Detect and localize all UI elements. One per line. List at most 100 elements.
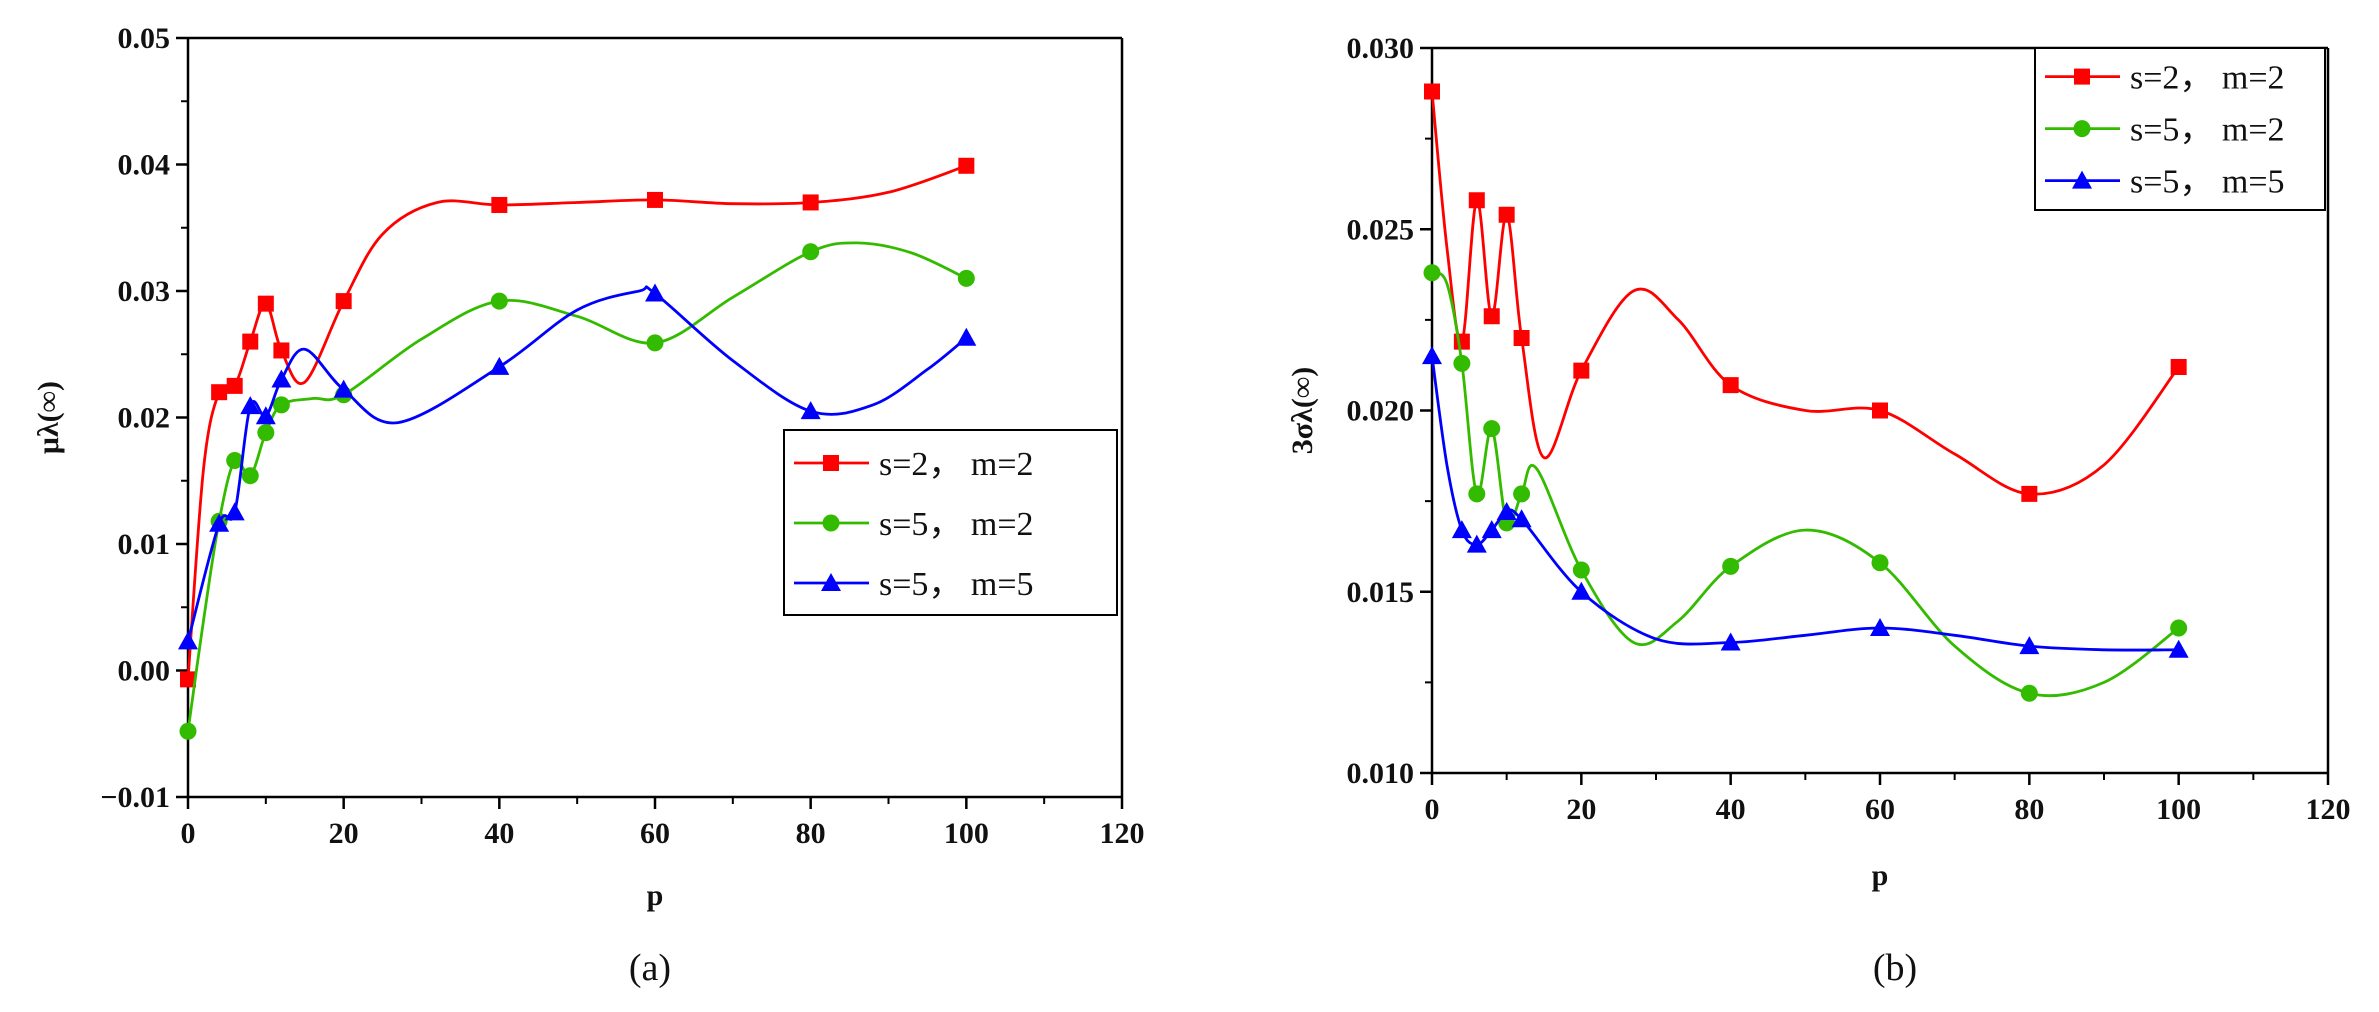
y-tick-label: 0.025: [1347, 213, 1415, 246]
data-point: [2170, 619, 2188, 637]
legend: s=2， m=2 s=5， m=2 s=5， m=5: [2034, 47, 2326, 211]
data-point: [1483, 420, 1501, 438]
y-tick-label: 0.00: [118, 655, 171, 688]
data-point: [1453, 333, 1470, 350]
data-point: [491, 196, 508, 213]
data-point: [335, 293, 352, 310]
data-point: [179, 722, 197, 740]
data-point: [1453, 354, 1471, 372]
y-tick-label: 0.03: [118, 275, 171, 308]
chart-panel-b: 0 20 40 60 80 100 120 0.010 0.015 0.020 0.025 0.030…: [1286, 32, 2351, 989]
y-tick-label: 0.02: [118, 402, 171, 435]
data-point: [257, 295, 274, 312]
y-tick-label: 0.04: [118, 149, 171, 182]
x-tick-label: 0: [1425, 793, 1440, 826]
data-point: [1720, 632, 1741, 651]
series-square: [1424, 83, 2187, 502]
legend-label: s=5， m=5: [879, 566, 1034, 603]
legend-label: s=5， m=2: [2130, 112, 2285, 149]
data-point: [273, 342, 290, 359]
data-point: [211, 384, 228, 401]
y-tick-label: 0.010: [1347, 757, 1415, 790]
data-point: [957, 269, 975, 287]
series-line: [1430, 355, 2179, 652]
y-tick-label: 0.015: [1347, 576, 1415, 609]
panel-label: (a): [629, 947, 671, 989]
data-point: [1468, 485, 1486, 503]
x-tick-label: 80: [2014, 793, 2044, 826]
data-point: [178, 631, 198, 650]
legend-marker: [2073, 120, 2091, 138]
x-tick-label: 100: [2156, 793, 2201, 826]
x-tick-label: 100: [944, 817, 989, 850]
y-tick-label: 0.05: [118, 22, 171, 55]
series-triangle: [178, 283, 977, 650]
y-tick-label: 0.020: [1347, 395, 1415, 428]
data-point: [1872, 402, 1888, 419]
legend-marker: [822, 514, 840, 532]
data-point: [1573, 362, 1590, 379]
y-tick-label: 0.030: [1347, 32, 1415, 65]
data-point: [1511, 509, 1532, 528]
data-point: [2170, 359, 2187, 375]
legend-marker: [2074, 68, 2090, 85]
x-tick-label: 80: [796, 817, 826, 850]
data-point: [2168, 639, 2189, 658]
data-point: [1496, 502, 1517, 520]
legend-marker: [821, 573, 841, 591]
data-point: [645, 283, 665, 302]
data-point: [1424, 83, 1440, 100]
x-tick-label: 120: [2306, 793, 2351, 826]
data-point: [2019, 636, 2040, 655]
data-point: [802, 194, 819, 211]
data-point: [257, 424, 275, 442]
legend-label: s=5， m=5: [2130, 164, 2285, 201]
data-point: [646, 334, 664, 352]
x-tick-label: 40: [484, 817, 514, 850]
data-point: [2020, 684, 2038, 702]
legend: s=2， m=2 s=5， m=2 s=5， m=5: [783, 429, 1118, 616]
data-point: [2021, 485, 2038, 502]
y-tick-label: −0.01: [100, 781, 170, 814]
data-point: [489, 356, 510, 375]
data-point: [490, 292, 508, 310]
data-point: [1871, 554, 1889, 572]
series-circle: [179, 241, 975, 740]
series-triangle: [1422, 346, 2189, 658]
x-axis-title: p: [1872, 859, 1889, 892]
x-tick-label: 20: [329, 817, 359, 850]
data-point: [226, 377, 243, 394]
data-point: [255, 406, 276, 425]
x-tick-label: 60: [1865, 793, 1895, 826]
x-tick-label: 40: [1716, 793, 1746, 826]
data-point: [1572, 561, 1590, 579]
data-point: [271, 369, 292, 388]
chart-panel-a: 0 20 40 60 80 100 120 −0.01 0.00 0.01 0.02 0.03 0.04…: [32, 22, 1145, 989]
data-point: [333, 379, 354, 398]
data-point: [1722, 377, 1739, 394]
panel-label: (b): [1873, 947, 1917, 989]
data-point: [240, 396, 261, 415]
data-point: [180, 671, 196, 688]
y-tick-label: 0.01: [118, 528, 171, 561]
series-square: [180, 157, 975, 688]
data-point: [1870, 618, 1890, 636]
data-point: [1481, 520, 1502, 539]
legend-label: s=2， m=2: [879, 446, 1034, 483]
data-point: [1423, 264, 1441, 282]
data-point: [1722, 557, 1740, 575]
data-point: [241, 467, 259, 485]
axes: 0 20 40 60 80 100 120 −0.01 0.00 0.01 0.02 0.03 0.04…: [100, 22, 1144, 850]
legend-label: s=2， m=2: [2130, 60, 2285, 97]
data-point: [1451, 520, 1472, 539]
x-tick-label: 60: [640, 817, 670, 850]
data-point: [802, 243, 820, 261]
data-point: [226, 452, 244, 470]
data-point: [1513, 330, 1530, 346]
data-point: [1466, 534, 1487, 553]
data-point: [956, 327, 977, 346]
legend-label: s=5， m=2: [879, 506, 1034, 543]
data-point: [800, 401, 821, 420]
legend-marker: [823, 455, 839, 471]
